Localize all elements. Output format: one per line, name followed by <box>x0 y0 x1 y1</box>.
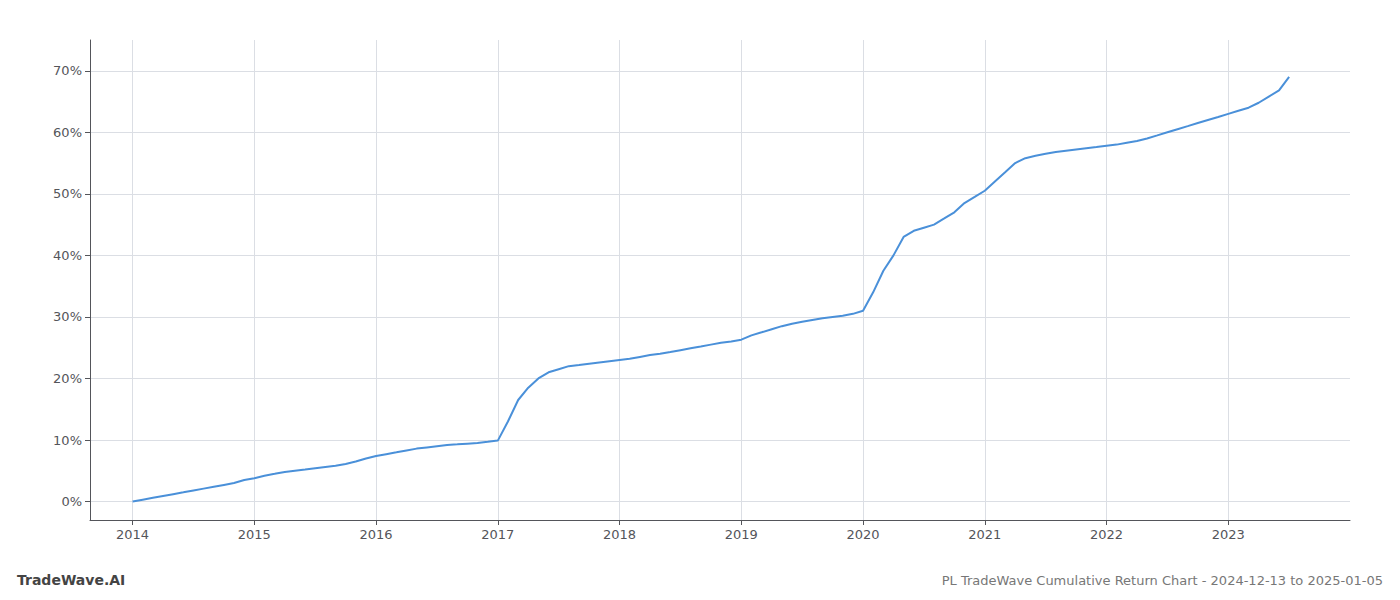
svg-text:2017: 2017 <box>481 527 514 542</box>
svg-text:2023: 2023 <box>1212 527 1245 542</box>
svg-text:30%: 30% <box>53 309 82 324</box>
svg-text:40%: 40% <box>53 248 82 263</box>
svg-text:20%: 20% <box>53 371 82 386</box>
svg-text:70%: 70% <box>53 63 82 78</box>
svg-text:2020: 2020 <box>846 527 879 542</box>
svg-text:2014: 2014 <box>116 527 149 542</box>
svg-text:2019: 2019 <box>725 527 758 542</box>
svg-text:60%: 60% <box>53 125 82 140</box>
svg-text:2016: 2016 <box>360 527 393 542</box>
svg-text:2018: 2018 <box>603 527 636 542</box>
svg-text:10%: 10% <box>53 433 82 448</box>
svg-text:50%: 50% <box>53 186 82 201</box>
svg-text:2015: 2015 <box>238 527 271 542</box>
svg-text:TradeWave.AI: TradeWave.AI <box>17 572 125 588</box>
svg-text:PL TradeWave Cumulative Return: PL TradeWave Cumulative Return Chart - 2… <box>942 573 1383 588</box>
svg-text:2022: 2022 <box>1090 527 1123 542</box>
svg-text:2021: 2021 <box>968 527 1001 542</box>
svg-text:0%: 0% <box>61 494 82 509</box>
